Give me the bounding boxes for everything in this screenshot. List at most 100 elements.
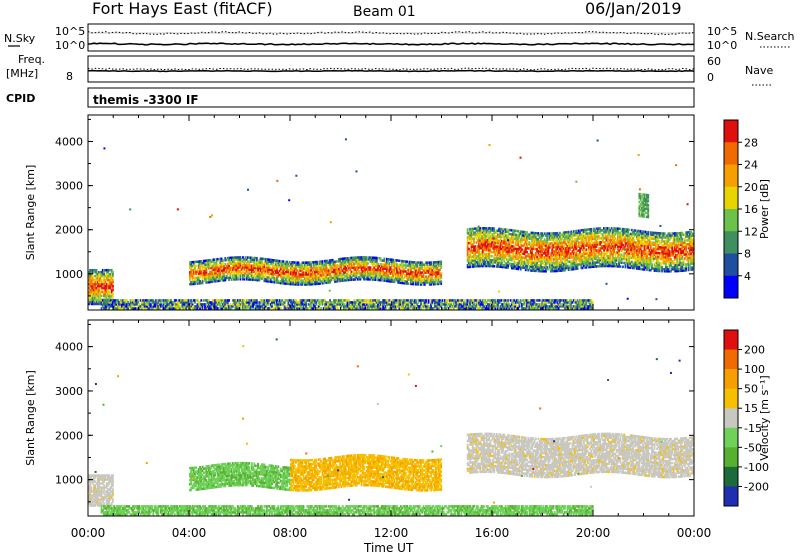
heatmap-cell bbox=[111, 305, 114, 308]
heatmap-cell bbox=[369, 301, 372, 304]
heatmap-cell bbox=[547, 238, 550, 241]
heatmap-cell bbox=[471, 255, 474, 258]
heatmap-cell bbox=[283, 280, 286, 283]
heatmap-cell bbox=[214, 301, 217, 304]
heatmap-cell bbox=[226, 264, 229, 268]
heatmap-cell bbox=[290, 301, 292, 304]
heatmap-cell bbox=[249, 305, 252, 308]
heatmap-cell bbox=[518, 240, 521, 243]
heatmap-cell bbox=[468, 305, 470, 308]
heatmap-cell bbox=[243, 274, 246, 277]
heatmap-cell bbox=[522, 252, 525, 255]
heatmap-cell bbox=[505, 258, 508, 261]
heatmap-cell bbox=[358, 264, 361, 267]
heatmap-cell bbox=[526, 303, 528, 306]
heatmap-cell bbox=[513, 267, 516, 270]
heatmap-cell bbox=[542, 307, 545, 310]
heatmap-cell bbox=[346, 258, 349, 262]
heatmap-cell bbox=[522, 232, 525, 236]
heatmap-cell bbox=[147, 299, 150, 302]
heatmap-cell bbox=[176, 305, 179, 308]
heatmap-cell bbox=[470, 299, 473, 302]
heatmap-cell bbox=[406, 299, 409, 302]
heatmap-cell bbox=[412, 261, 415, 264]
heatmap-cell bbox=[274, 259, 277, 262]
heatmap-cell bbox=[260, 299, 263, 302]
heatmap-cell bbox=[537, 265, 540, 269]
heatmap-cell bbox=[526, 301, 528, 304]
heatmap-cell bbox=[478, 251, 480, 254]
heatmap-cell bbox=[504, 234, 507, 237]
heatmap-cell bbox=[536, 241, 539, 245]
heatmap-cell bbox=[558, 235, 561, 239]
heatmap-cell bbox=[529, 259, 532, 262]
heatmap-cell bbox=[354, 278, 357, 281]
heatmap-cell bbox=[99, 278, 102, 282]
heatmap-cell bbox=[257, 274, 260, 278]
heatmap-cell bbox=[201, 271, 204, 275]
heatmap-cell bbox=[282, 274, 285, 277]
heatmap-cell bbox=[267, 264, 270, 267]
heatmap-cell bbox=[555, 265, 557, 269]
heatmap-cell bbox=[194, 280, 196, 284]
heatmap-cell bbox=[460, 303, 463, 306]
heatmap-cell bbox=[297, 301, 300, 304]
heatmap-cell bbox=[545, 270, 547, 273]
heatmap-cell bbox=[552, 261, 555, 265]
heatmap-cell bbox=[502, 245, 504, 249]
heatmap-cell bbox=[117, 303, 119, 306]
heatmap-cell bbox=[402, 269, 405, 273]
heatmap-cell bbox=[91, 302, 94, 306]
heatmap-cell bbox=[507, 240, 510, 244]
heatmap-cell bbox=[392, 272, 395, 276]
heatmap-cell bbox=[548, 305, 551, 308]
heatmap-cell bbox=[570, 264, 573, 267]
heatmap-cell bbox=[350, 276, 353, 280]
heatmap-cell bbox=[259, 269, 262, 272]
heatmap-cell bbox=[283, 262, 286, 265]
heatmap-cell bbox=[343, 259, 345, 262]
heatmap-cell bbox=[484, 231, 487, 234]
heatmap-cell bbox=[239, 303, 242, 306]
heatmap-cell bbox=[484, 240, 487, 244]
heatmap-cell bbox=[200, 305, 203, 308]
heatmap-cell bbox=[266, 266, 268, 269]
heatmap-cell bbox=[244, 305, 247, 308]
heatmap-cell bbox=[499, 231, 502, 235]
heatmap-cell bbox=[247, 276, 249, 279]
heatmap-cell bbox=[295, 301, 297, 304]
heatmap-cell bbox=[498, 253, 501, 256]
heatmap-cell bbox=[277, 303, 280, 306]
heatmap-cell bbox=[204, 263, 207, 267]
heatmap-cell bbox=[480, 241, 483, 244]
heatmap-cell bbox=[562, 239, 565, 242]
heatmap-cell bbox=[194, 276, 196, 280]
heatmap-cell bbox=[287, 268, 290, 272]
heatmap-cell bbox=[524, 266, 527, 270]
heatmap-cell bbox=[364, 301, 367, 304]
heatmap-cell bbox=[537, 232, 540, 235]
heatmap-cell bbox=[566, 236, 569, 240]
heatmap-cell bbox=[502, 255, 504, 259]
heatmap-cell bbox=[555, 267, 557, 271]
heatmap-cell bbox=[249, 301, 252, 304]
heatmap-cell bbox=[483, 244, 486, 248]
heatmap-cell bbox=[483, 246, 486, 250]
heatmap-cell bbox=[490, 245, 493, 248]
heatmap-cell bbox=[141, 307, 143, 310]
heatmap-cell bbox=[475, 305, 478, 308]
heatmap-cell bbox=[95, 296, 98, 300]
heatmap-cell bbox=[473, 307, 475, 310]
heatmap-cell bbox=[105, 305, 108, 308]
heatmap-cell bbox=[522, 262, 525, 265]
heatmap-cell bbox=[538, 267, 541, 271]
heatmap-cell bbox=[543, 270, 546, 273]
heatmap-cell bbox=[363, 274, 366, 277]
heatmap-cell bbox=[469, 255, 472, 259]
heatmap-cell bbox=[503, 236, 506, 239]
heatmap-cell bbox=[545, 254, 547, 257]
heatmap-cell bbox=[401, 277, 403, 281]
heatmap-cell bbox=[545, 303, 547, 306]
heatmap-cell bbox=[300, 269, 302, 272]
heatmap-cell bbox=[431, 269, 434, 272]
